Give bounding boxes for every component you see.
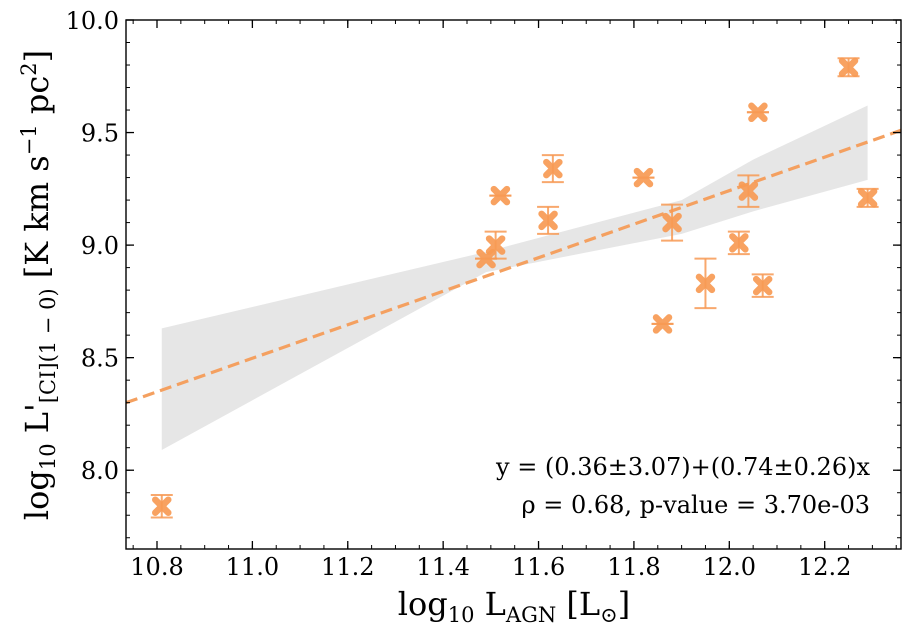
x-marker	[748, 102, 768, 123]
x-tick-label: 11.6	[512, 553, 565, 581]
y-axis-title-unit-mid: pc	[18, 76, 56, 125]
fit-line-layer	[125, 128, 902, 405]
x-axis-title-main: L	[474, 585, 505, 623]
fit-line	[125, 128, 902, 405]
x-marker	[729, 233, 749, 253]
x-marker	[857, 188, 878, 208]
y-axis-title-log-sub: 10	[36, 443, 60, 470]
data-point-1	[150, 493, 173, 519]
y-tick-label: 9.5	[81, 120, 119, 148]
x-tick-label: 11.2	[321, 553, 374, 581]
x-marker	[485, 235, 506, 255]
y-axis-title-unit: [K km s	[18, 155, 56, 288]
plot-frame	[125, 19, 902, 550]
data-point-5	[537, 205, 560, 235]
x-marker	[662, 212, 682, 233]
x-marker	[752, 275, 773, 296]
y-axis-title: log10 L'[CI](1 − 0) [K km s−1 pc2]	[17, 50, 60, 520]
axes-layer: 10.8 11.0 11.2 11.4 11.6 11.8 12.0 12.2 8.0 8.5 9.…	[66, 7, 902, 581]
y-tick-label: 9.0	[81, 232, 119, 260]
x-marker	[490, 185, 511, 206]
x-axis-title-unit-end: ]	[618, 585, 630, 623]
y-axis-title-main-sub: [CI](1 − 0)	[36, 288, 60, 403]
x-marker	[152, 496, 172, 516]
x-axis-title-unit: [L	[556, 585, 600, 623]
x-tick-label: 12.0	[703, 553, 756, 581]
x-axis-title: log10 LAGN [L⊙]	[398, 585, 630, 627]
y-axis-title-unit-sup2: 2	[17, 62, 41, 75]
x-marker	[838, 57, 859, 78]
correlation-stats: ρ = 0.68, p-value = 3.70e-03	[521, 491, 870, 519]
y-tick-label: 8.5	[81, 345, 119, 373]
x-marker	[738, 181, 759, 201]
x-tick-label: 10.8	[130, 553, 183, 581]
data-point-13	[746, 102, 769, 123]
x-tick-label: 11.0	[226, 553, 279, 581]
data-point-16	[856, 187, 879, 208]
y-axis-title-unit-end: ]	[18, 50, 56, 62]
data-point-8	[651, 314, 674, 334]
data-point-14	[751, 273, 774, 298]
data-point-4	[489, 185, 512, 206]
x-tick-label: 12.2	[798, 553, 851, 581]
data-point-11	[727, 230, 750, 256]
x-axis-title-log: log	[398, 585, 448, 623]
y-axis-title-unit-sup1: −1	[17, 124, 41, 155]
x-marker	[652, 314, 673, 334]
y-tick-label: 10.0	[66, 7, 119, 35]
x-axis-title-main-sub: AGN	[505, 603, 556, 627]
data-point-12	[737, 174, 760, 208]
data-point-3	[484, 230, 507, 260]
x-tick-label: 11.4	[416, 553, 469, 581]
data-points-layer	[150, 57, 879, 519]
y-axis-title-log: log	[18, 470, 56, 520]
confidence-band	[161, 105, 868, 450]
x-marker	[695, 273, 716, 294]
data-point-10	[694, 257, 717, 310]
data-point-15	[837, 57, 860, 78]
x-axis-title-log-sub: 10	[448, 603, 475, 627]
data-point-7	[632, 167, 655, 188]
fit-equation: y = (0.36±3.07)+(0.74±0.26)x	[495, 453, 870, 481]
x-axis-title-unit-sub: ⊙	[600, 603, 618, 627]
x-tick-label: 11.8	[607, 553, 660, 581]
x-marker	[543, 158, 563, 179]
y-axis-title-main: L'	[18, 403, 56, 443]
x-marker	[633, 167, 654, 188]
x-marker	[538, 210, 558, 231]
data-point-6	[541, 154, 564, 184]
confidence-band-layer	[161, 105, 868, 450]
data-point-9	[661, 203, 684, 242]
y-tick-label: 8.0	[81, 457, 119, 485]
